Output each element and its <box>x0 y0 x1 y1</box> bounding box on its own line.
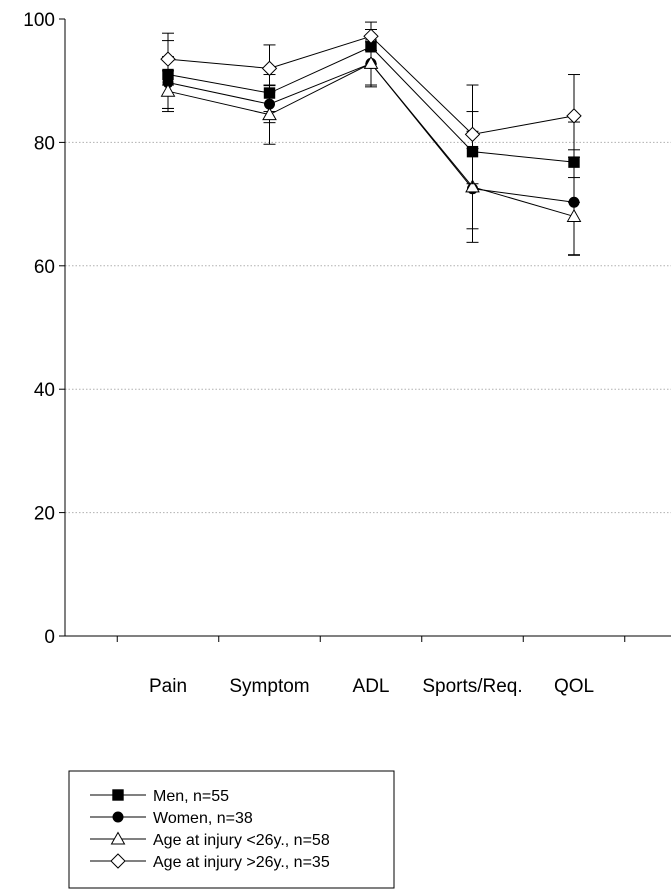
diamond-marker <box>110 853 126 869</box>
legend-marker <box>110 853 126 869</box>
y-tick-label: 40 <box>34 380 55 401</box>
triangle-marker <box>465 179 480 193</box>
legend-label: Age at injury <26y., n=58 <box>153 832 330 849</box>
x-tick-label: QOL <box>554 676 594 697</box>
legend: Men, n=55 Women, n=38 Age at injury <26y.,… <box>68 770 395 889</box>
y-tick-label: 80 <box>34 133 55 154</box>
triangle-marker <box>566 208 582 222</box>
legend-item: Women, n=38 <box>90 810 253 827</box>
data-point <box>261 60 278 77</box>
series-3 <box>160 39 582 256</box>
axes: 0 20 40 60 80 100 Pain Symptom ADL Sports/Req. QOL <box>23 10 671 697</box>
data-point <box>566 108 582 124</box>
y-tick-label: 100 <box>23 10 55 31</box>
legend-label: Men, n=55 <box>153 788 229 805</box>
diamond-marker <box>464 126 481 143</box>
legend-label: Age at injury >26y., n=35 <box>153 854 330 871</box>
y-tick-label: 0 <box>44 627 55 648</box>
diamond-marker <box>160 51 176 67</box>
legend-label: Women, n=38 <box>153 810 253 827</box>
y-tick-label: 20 <box>34 504 55 525</box>
series-4 <box>160 21 582 185</box>
data-point <box>160 51 176 67</box>
data-point <box>465 179 480 193</box>
triangle-marker <box>160 83 176 97</box>
circle-marker <box>112 811 124 823</box>
triangle-marker <box>110 831 126 845</box>
legend-marker <box>110 831 126 845</box>
data-point <box>464 126 481 143</box>
legend-marker <box>112 811 124 823</box>
triangle-marker <box>363 55 379 69</box>
gridlines <box>65 141 671 514</box>
x-tick-label: Pain <box>149 676 187 697</box>
square-marker <box>112 789 124 801</box>
diamond-marker <box>363 28 379 44</box>
data-point <box>262 107 277 121</box>
x-tick-label: Symptom <box>229 676 309 697</box>
diamond-marker <box>566 108 582 124</box>
series-layer <box>160 21 582 256</box>
triangle-marker <box>262 107 277 121</box>
legend-marker <box>112 789 124 801</box>
legend-item: Age at injury >26y., n=35 <box>90 853 330 871</box>
data-point <box>363 28 379 44</box>
data-point <box>566 208 582 222</box>
data-point <box>160 83 176 97</box>
y-tick-label: 60 <box>34 257 55 278</box>
legend-item: Age at injury <26y., n=58 <box>90 831 330 849</box>
x-tick-label: Sports/Req. <box>422 676 522 697</box>
legend-item: Men, n=55 <box>90 788 229 805</box>
diamond-marker <box>261 60 278 77</box>
data-point <box>363 55 379 69</box>
x-tick-label: ADL <box>353 676 390 697</box>
